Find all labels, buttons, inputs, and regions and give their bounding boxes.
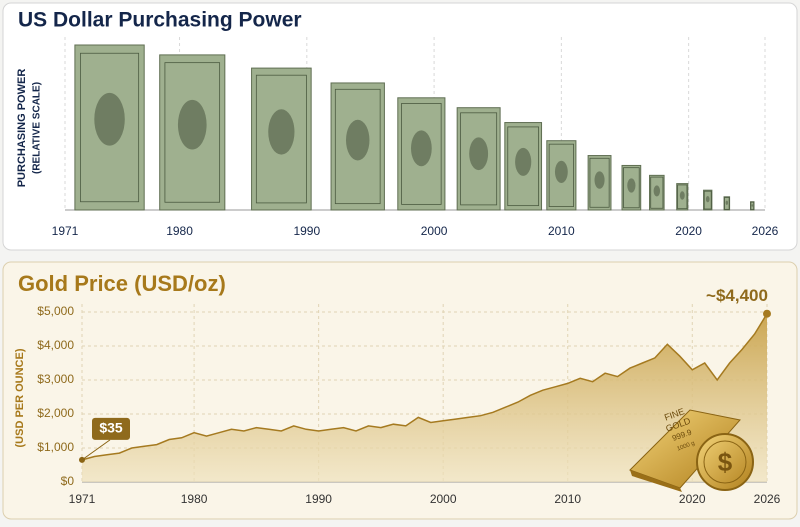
bill-portrait [469, 137, 489, 171]
chart-title: US Dollar Purchasing Power [18, 9, 302, 32]
x-tick-label: 2020 [675, 224, 702, 238]
bill-portrait [594, 171, 605, 189]
bill-portrait [679, 191, 685, 200]
bar-stamp: 1000 g [676, 441, 695, 453]
area-fill [82, 313, 767, 482]
bill-portrait [554, 160, 568, 183]
x-tick-label: 1990 [293, 224, 320, 238]
bill-portrait [751, 204, 754, 207]
y-tick-label: $5,000 [37, 304, 74, 318]
bill-portrait [627, 178, 636, 193]
x-tick-label: 2000 [421, 224, 448, 238]
x-tick-label: 1980 [181, 492, 208, 506]
y-tick-label: $1,000 [37, 440, 74, 454]
bill-border [677, 184, 688, 210]
chart-title: Gold Price (USD/oz) [18, 271, 226, 296]
bill-border [623, 167, 640, 209]
bill-border [703, 190, 712, 210]
bill-border [80, 52, 140, 203]
bill-border [460, 112, 498, 206]
bill-border [724, 197, 730, 210]
x-tick-label: 2026 [752, 224, 779, 238]
y-tick-label: $3,000 [37, 372, 74, 386]
y-tick-label: $4,000 [37, 338, 74, 352]
bill-border [548, 143, 574, 207]
x-tick-label: 2026 [754, 492, 781, 506]
bill-border [507, 126, 540, 207]
coin-symbol: $ [718, 447, 733, 477]
bill-border [589, 157, 610, 208]
bill-border [255, 74, 307, 204]
y-axis-label: (USD PER OUNCE) [14, 348, 26, 447]
bill-portrait [653, 185, 661, 197]
x-tick-label: 1971 [52, 224, 79, 238]
area-line [81, 313, 768, 461]
bill-border [334, 88, 381, 205]
bill-portrait [177, 99, 207, 150]
x-tick-label: 1971 [69, 492, 96, 506]
bill-portrait [268, 109, 295, 155]
y-tick-label: $2,000 [37, 406, 74, 420]
bill-border [401, 103, 442, 205]
annotation-dot [763, 309, 771, 318]
x-tick-label: 2000 [430, 492, 457, 506]
annotation-leader [81, 439, 111, 461]
y-axis-sublabel: (RELATIVE SCALE) [32, 82, 43, 174]
bill-border [750, 201, 755, 210]
annotation-box [92, 417, 130, 440]
y-tick-label: $0 [61, 474, 75, 488]
bill-portrait [705, 195, 710, 203]
annotation: ~$4,400 [706, 286, 768, 305]
bill-portrait [345, 119, 370, 161]
annotation-dot [79, 456, 85, 463]
bill-border [650, 176, 664, 209]
x-tick-label: 1980 [166, 224, 193, 238]
x-tick-label: 2010 [548, 224, 575, 238]
bill-portrait [410, 130, 432, 167]
x-tick-label: 1990 [305, 492, 332, 506]
bill-border [164, 62, 221, 203]
y-axis-label: PURCHASING POWER [16, 69, 28, 188]
bill-portrait [725, 200, 729, 205]
bill-portrait [94, 92, 125, 146]
x-tick-label: 2020 [679, 492, 706, 506]
annotation: $35 [99, 420, 123, 436]
gold-bar-icon: FINE GOLD 999.9 1000 g $ [629, 406, 754, 492]
x-tick-label: 2010 [554, 492, 581, 506]
bill-portrait [515, 147, 532, 176]
